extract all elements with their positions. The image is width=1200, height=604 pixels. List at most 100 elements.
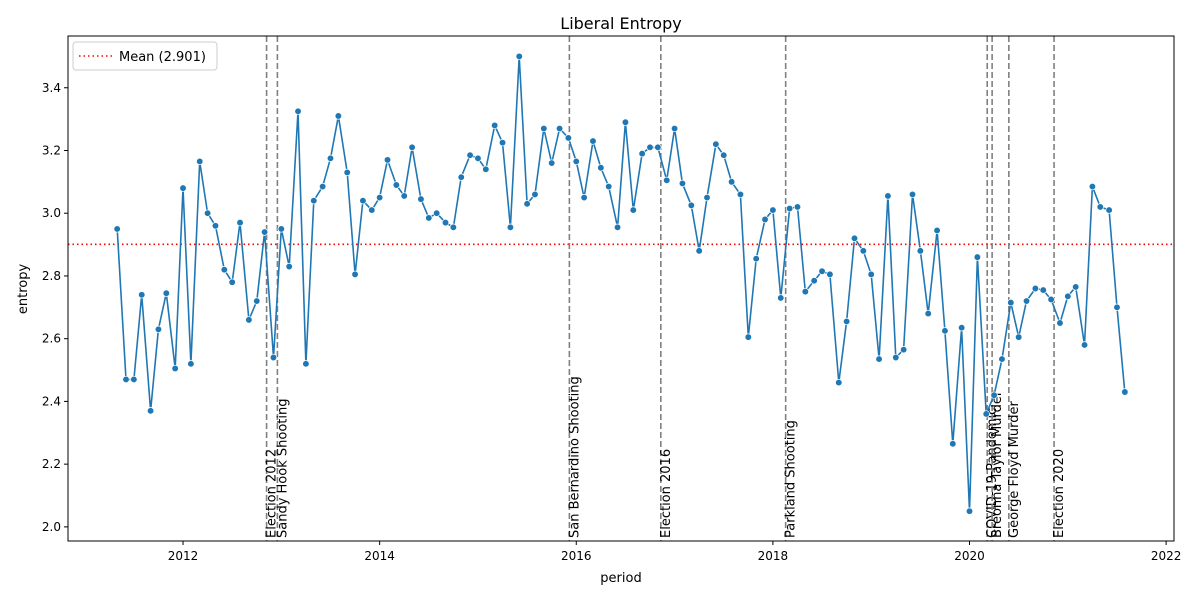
data-point: [720, 151, 728, 159]
data-point: [146, 407, 155, 415]
data-point: [564, 134, 573, 142]
data-point: [605, 182, 613, 191]
data-point: [236, 218, 244, 227]
data-point: [318, 182, 327, 191]
data-point: [383, 156, 392, 164]
data-point: [810, 277, 818, 285]
data-point: [425, 214, 433, 222]
x-tick-label: 2018: [758, 549, 789, 563]
data-point: [597, 164, 605, 172]
data-point: [687, 201, 695, 210]
y-tick-label: 3.0: [42, 206, 61, 220]
data-point: [1056, 319, 1064, 327]
data-point: [998, 355, 1006, 363]
x-axis-label: period: [600, 571, 641, 586]
data-point: [285, 262, 293, 271]
data-point: [375, 193, 384, 202]
data-point: [1080, 341, 1089, 349]
data-point: [589, 137, 597, 145]
event-label: Election 2012: [265, 449, 280, 538]
data-point: [842, 317, 851, 326]
y-tick-label: 2.8: [42, 269, 61, 283]
data-point: [310, 197, 318, 205]
data-point: [638, 149, 646, 158]
data-point: [941, 327, 949, 335]
data-point: [196, 157, 204, 166]
data-point: [457, 173, 465, 181]
plot-frame: [67, 35, 1175, 542]
x-axis: 2012 2014 2016 2018 2020 2022: [168, 541, 1181, 563]
data-point: [1007, 298, 1015, 307]
data-point: [441, 218, 450, 227]
event-label: George Floyd Murder: [1007, 401, 1022, 538]
data-point: [334, 112, 343, 120]
data-point: [245, 316, 253, 324]
data-point: [629, 206, 637, 214]
data-point: [663, 176, 671, 184]
legend-frame: [72, 41, 218, 71]
data-point: [965, 507, 974, 515]
data-point: [621, 118, 630, 126]
data-point: [506, 223, 515, 231]
data-point: [785, 204, 794, 213]
data-point: [400, 192, 408, 200]
x-tick-label: 2012: [168, 549, 199, 563]
chart-title: Liberal Entropy: [560, 14, 681, 33]
data-point: [949, 440, 957, 448]
y-tick-label: 2.6: [42, 332, 61, 346]
data-point: [801, 287, 809, 296]
data-point: [777, 294, 785, 302]
data-point: [924, 309, 932, 318]
data-point: [1064, 292, 1072, 300]
data-point: [302, 360, 310, 368]
data-point: [211, 222, 220, 230]
data-point: [867, 270, 875, 279]
data-point: [269, 353, 278, 362]
data-point: [203, 209, 212, 217]
event-label: Parkland Shooting: [784, 420, 799, 538]
data-point: [491, 121, 499, 130]
data-point: [531, 190, 539, 199]
data-point: [555, 124, 564, 133]
data-point: [548, 159, 556, 167]
data-point: [122, 375, 130, 384]
data-point: [392, 181, 401, 189]
data-point: [523, 200, 531, 208]
entropy-series-line: [116, 56, 1126, 512]
data-point: [793, 203, 802, 211]
data-point: [113, 225, 121, 233]
data-point: [572, 157, 580, 166]
data-point: [1121, 388, 1129, 396]
data-point: [835, 378, 843, 387]
data-point: [368, 206, 376, 214]
data-point: [260, 228, 269, 236]
data-point: [326, 154, 335, 162]
data-point: [916, 247, 925, 255]
data-point: [130, 375, 138, 384]
data-point: [727, 178, 736, 186]
data-point: [1088, 182, 1097, 191]
data-point: [433, 209, 441, 217]
data-point: [654, 143, 662, 152]
y-tick-label: 3.4: [42, 81, 61, 95]
data-point: [875, 355, 883, 363]
data-point: [1022, 297, 1031, 305]
data-point: [990, 391, 998, 399]
data-point: [294, 107, 302, 115]
y-axis: 2.0 2.2 2.4 2.6 2.8 3.0 3.2 3.4: [42, 81, 68, 534]
x-tick-label: 2014: [364, 549, 395, 563]
data-point: [973, 253, 982, 261]
data-point: [408, 143, 416, 152]
data-point: [908, 190, 917, 199]
data-point: [220, 266, 228, 274]
legend-mean-label: Mean (2.901): [119, 50, 206, 65]
data-point: [1113, 303, 1121, 311]
data-point: [899, 346, 908, 354]
data-point: [162, 289, 170, 297]
data-point: [1039, 286, 1047, 294]
data-point: [1047, 295, 1055, 304]
data-point: [417, 195, 425, 203]
event-label: Election 2020: [1052, 449, 1067, 538]
